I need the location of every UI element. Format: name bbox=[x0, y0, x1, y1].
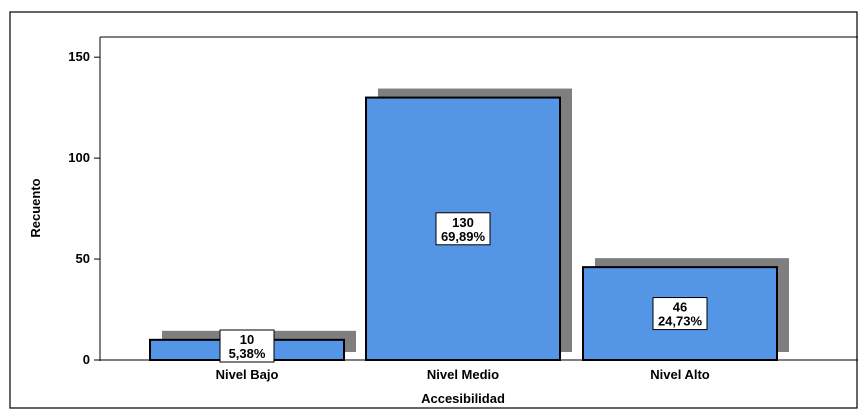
data-label-percent: 69,89% bbox=[441, 229, 486, 244]
chart-frame bbox=[9, 11, 858, 409]
data-label-count: 46 bbox=[673, 300, 687, 315]
x-tick-label: Nivel Medio bbox=[427, 367, 499, 382]
data-label-count: 10 bbox=[240, 332, 254, 347]
data-label-box bbox=[652, 297, 708, 331]
data-label-percent: 5,38% bbox=[229, 346, 266, 361]
x-tick-label: Nivel Alto bbox=[650, 367, 710, 382]
y-tick-label: 150 bbox=[68, 49, 90, 64]
data-label-box bbox=[219, 329, 275, 363]
y-tick-label: 100 bbox=[68, 150, 90, 165]
y-tick-label: 0 bbox=[83, 352, 90, 367]
data-label-count: 130 bbox=[452, 215, 474, 230]
data-label-box bbox=[435, 212, 491, 246]
y-tick-label: 50 bbox=[76, 251, 90, 266]
x-axis-title: Accesibilidad bbox=[421, 391, 505, 406]
y-axis-title: Recuento bbox=[28, 178, 43, 237]
data-label-percent: 24,73% bbox=[658, 314, 703, 329]
plot-area: 0 50 100 150 Nivel Bajo 105,38% Nivel Medio 130… bbox=[68, 36, 858, 382]
x-tick-label: Nivel Bajo bbox=[216, 367, 279, 382]
